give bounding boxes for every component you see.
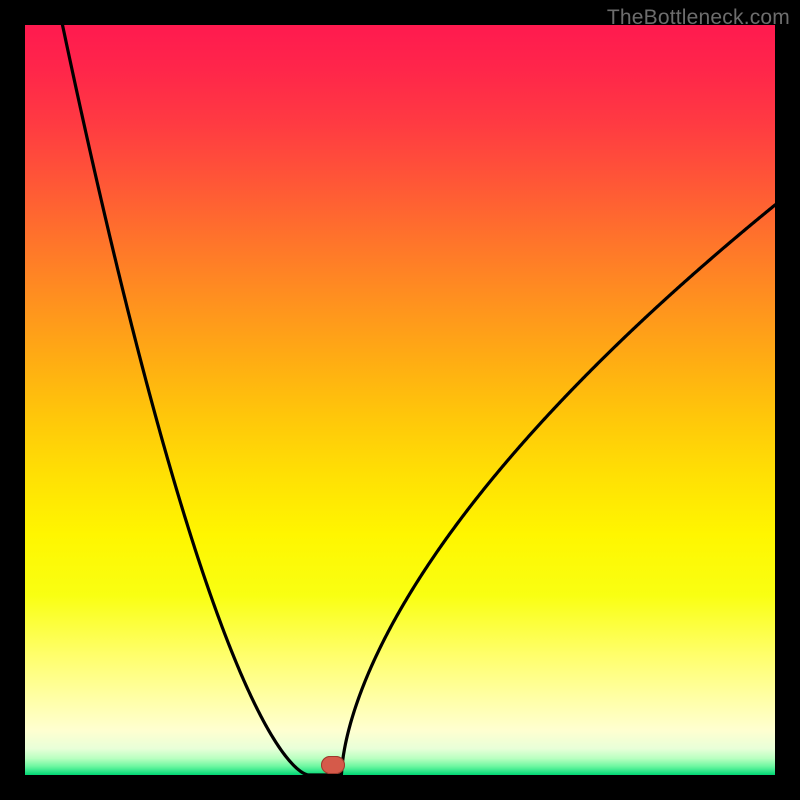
bottleneck-chart [25,25,775,775]
bottleneck-curve [25,25,775,775]
chart-frame [25,25,775,775]
watermark-text: TheBottleneck.com [607,6,790,30]
optimum-marker [321,756,345,774]
stage: TheBottleneck.com [0,0,800,800]
